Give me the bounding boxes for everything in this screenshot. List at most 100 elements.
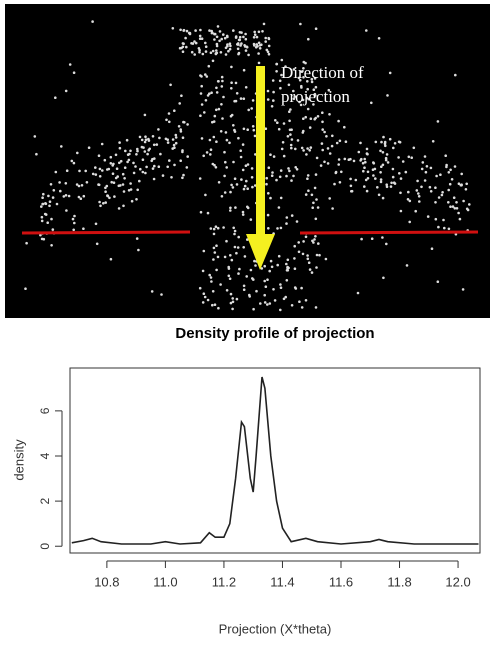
- point: [237, 43, 240, 46]
- point: [224, 161, 227, 164]
- point: [144, 114, 147, 117]
- point: [455, 201, 458, 204]
- point: [367, 177, 370, 180]
- point: [186, 123, 189, 126]
- point: [210, 227, 213, 230]
- point: [394, 182, 397, 185]
- point: [343, 126, 346, 129]
- point: [422, 161, 425, 164]
- point: [210, 51, 213, 54]
- point: [190, 42, 193, 45]
- point: [73, 71, 76, 74]
- point: [180, 130, 183, 133]
- point: [44, 202, 47, 205]
- point: [213, 136, 216, 139]
- point: [244, 33, 247, 36]
- point: [242, 246, 245, 249]
- point: [175, 142, 178, 145]
- point: [281, 59, 284, 62]
- point: [106, 185, 109, 188]
- point: [285, 263, 288, 266]
- point: [69, 63, 72, 66]
- point: [291, 214, 294, 217]
- point: [165, 119, 168, 122]
- point: [375, 141, 378, 144]
- point: [302, 253, 305, 256]
- point: [213, 228, 216, 231]
- point: [124, 150, 127, 153]
- point: [339, 181, 342, 184]
- point: [459, 218, 462, 221]
- point: [170, 176, 173, 179]
- point: [297, 139, 300, 142]
- point: [145, 166, 148, 169]
- point: [229, 42, 232, 45]
- point: [235, 252, 238, 255]
- point: [437, 120, 440, 123]
- point: [251, 176, 254, 179]
- point: [425, 171, 428, 174]
- point: [133, 172, 136, 175]
- point: [305, 236, 308, 239]
- point: [302, 130, 305, 133]
- point: [437, 226, 440, 229]
- point: [162, 174, 165, 177]
- point: [325, 135, 328, 138]
- point: [310, 146, 313, 149]
- point: [407, 198, 410, 201]
- point: [271, 171, 274, 174]
- point: [179, 29, 182, 32]
- point: [314, 235, 317, 238]
- point: [180, 94, 183, 97]
- point: [141, 139, 144, 142]
- point: [259, 47, 262, 50]
- point: [315, 218, 318, 221]
- point: [424, 155, 427, 158]
- point: [279, 176, 282, 179]
- point: [136, 189, 139, 192]
- point: [243, 288, 246, 291]
- point: [135, 198, 138, 201]
- point: [180, 47, 183, 50]
- point: [84, 170, 87, 173]
- point: [203, 292, 206, 295]
- point: [212, 60, 215, 63]
- point: [127, 153, 130, 156]
- point: [293, 257, 296, 260]
- point: [389, 138, 392, 141]
- point: [279, 283, 282, 286]
- point: [226, 289, 229, 292]
- point: [106, 194, 109, 197]
- point: [115, 177, 118, 180]
- point: [430, 167, 433, 170]
- point: [224, 256, 227, 259]
- point: [232, 227, 235, 230]
- point: [41, 220, 44, 223]
- point: [252, 99, 255, 102]
- point: [49, 200, 52, 203]
- point: [445, 166, 448, 169]
- point: [215, 53, 218, 56]
- point: [257, 52, 260, 55]
- point: [217, 227, 220, 230]
- point: [200, 85, 203, 88]
- point: [386, 186, 389, 189]
- point: [268, 53, 271, 56]
- point: [235, 36, 238, 39]
- point: [457, 212, 460, 215]
- point: [210, 148, 213, 151]
- point: [251, 167, 254, 170]
- point: [254, 33, 257, 36]
- point: [255, 46, 258, 49]
- point: [112, 172, 115, 175]
- point: [297, 241, 300, 244]
- arrow-shaft: [256, 66, 265, 236]
- point: [317, 242, 320, 245]
- point: [145, 138, 148, 141]
- point: [232, 29, 235, 32]
- point: [148, 148, 151, 151]
- point: [214, 303, 217, 306]
- point: [252, 308, 255, 311]
- point: [382, 136, 385, 139]
- point: [207, 212, 210, 215]
